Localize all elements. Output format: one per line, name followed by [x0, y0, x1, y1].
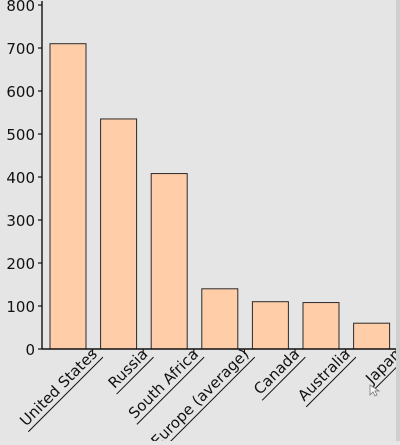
- window-edge: [396, 0, 400, 441]
- x-label-underline: [261, 356, 306, 401]
- y-tick-label: 0: [25, 341, 35, 359]
- mouse-cursor-icon: [369, 384, 381, 397]
- bar: [251, 301, 289, 350]
- y-tick-label: 400: [6, 169, 35, 187]
- bar: [302, 302, 340, 350]
- y-tick-label: 600: [6, 83, 35, 101]
- x-label-underline: [27, 356, 104, 433]
- x-tick-label: Japan: [361, 345, 400, 388]
- bar: [100, 118, 138, 350]
- y-tick-label: 500: [6, 126, 35, 144]
- bar: [49, 43, 87, 350]
- bars: [49, 43, 391, 350]
- x-tick-label-group: Japan: [361, 345, 400, 390]
- x-label-underline: [305, 356, 357, 408]
- x-label-underline: [373, 356, 400, 390]
- y-tick-label: 100: [6, 298, 35, 316]
- y-tick-label: 800: [6, 0, 35, 15]
- y-axis: 0 100 200 300 400 500 600 700 800: [6, 0, 43, 359]
- x-label-underline: [116, 356, 154, 395]
- bar: [201, 288, 239, 350]
- y-tick-label: 300: [6, 212, 35, 230]
- x-tick-label-group: Russia: [105, 345, 154, 395]
- bar: [150, 173, 188, 350]
- x-tick-label: Australia: [294, 345, 354, 405]
- x-label-underline: [136, 356, 205, 425]
- y-tick-label: 700: [6, 40, 35, 58]
- y-tick-label: 200: [6, 255, 35, 273]
- x-tick-label-group: Australia: [294, 345, 357, 408]
- x-tick-label: Russia: [105, 345, 152, 392]
- x-label-underline: [159, 356, 256, 445]
- bar: [353, 322, 391, 350]
